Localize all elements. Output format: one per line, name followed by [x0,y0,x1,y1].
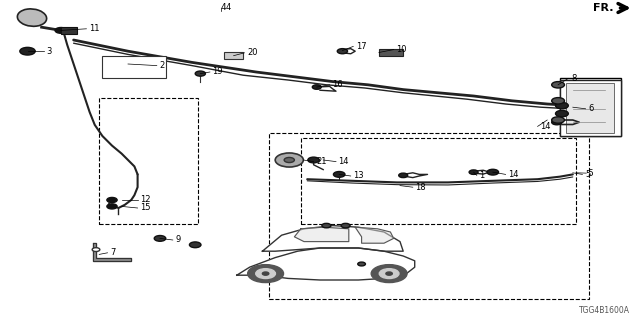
Text: 14: 14 [508,170,518,179]
Bar [301,138,576,224]
Polygon shape [262,226,403,251]
Text: 14: 14 [339,157,349,166]
Polygon shape [93,243,131,261]
Text: TGG4B1600A: TGG4B1600A [579,306,630,315]
Polygon shape [237,248,415,280]
Bar [99,98,198,224]
Text: 15: 15 [140,204,150,212]
Circle shape [552,117,564,123]
Text: 3: 3 [46,47,51,56]
Bar [379,49,403,56]
Text: 9: 9 [175,236,180,244]
Text: 19: 19 [212,68,223,76]
Text: 12: 12 [140,196,150,204]
Text: 17: 17 [356,42,367,51]
Text: 16: 16 [332,80,343,89]
Circle shape [195,71,205,76]
Bar [102,56,166,78]
Circle shape [92,248,100,252]
Circle shape [154,236,166,241]
Text: 20: 20 [247,48,257,57]
Bar [269,133,589,299]
Text: 18: 18 [415,183,426,192]
Circle shape [556,110,568,117]
Circle shape [556,102,568,109]
Circle shape [248,265,284,283]
Text: 5: 5 [585,170,590,179]
Text: 2: 2 [159,61,164,70]
Text: 13: 13 [353,172,364,180]
Bar [224,52,243,59]
Circle shape [399,173,408,178]
Circle shape [284,157,294,163]
Text: FR.: FR. [593,3,613,13]
Circle shape [322,223,331,228]
Circle shape [386,272,392,275]
Bar [566,83,614,133]
Bar [560,78,621,136]
Circle shape [371,265,407,283]
Circle shape [308,157,319,163]
Circle shape [333,172,345,177]
Circle shape [256,269,275,278]
Bar [61,27,77,34]
Circle shape [358,262,365,266]
Circle shape [55,28,67,33]
Text: 6: 6 [588,104,593,113]
Circle shape [262,272,269,275]
Bar [560,80,621,136]
Circle shape [552,98,564,104]
Polygon shape [294,227,349,242]
Circle shape [275,153,303,167]
Circle shape [552,120,562,125]
Text: 14: 14 [540,122,550,131]
Ellipse shape [17,9,47,26]
Text: 8: 8 [571,74,576,83]
Polygon shape [355,227,394,243]
Circle shape [469,170,478,174]
Text: 10: 10 [396,45,406,54]
Circle shape [107,197,117,203]
Text: 21: 21 [316,157,326,166]
Text: 1: 1 [479,171,484,180]
Text: 5: 5 [587,169,593,178]
Circle shape [20,47,35,55]
Circle shape [552,82,564,88]
Circle shape [380,269,399,278]
Text: 4: 4 [221,3,227,12]
Circle shape [337,49,348,54]
Circle shape [341,223,350,228]
Text: 11: 11 [89,24,99,33]
Text: 7: 7 [110,248,115,257]
Circle shape [107,204,117,209]
Circle shape [312,85,321,89]
Text: 4: 4 [225,4,230,12]
Circle shape [487,169,499,175]
Circle shape [189,242,201,248]
